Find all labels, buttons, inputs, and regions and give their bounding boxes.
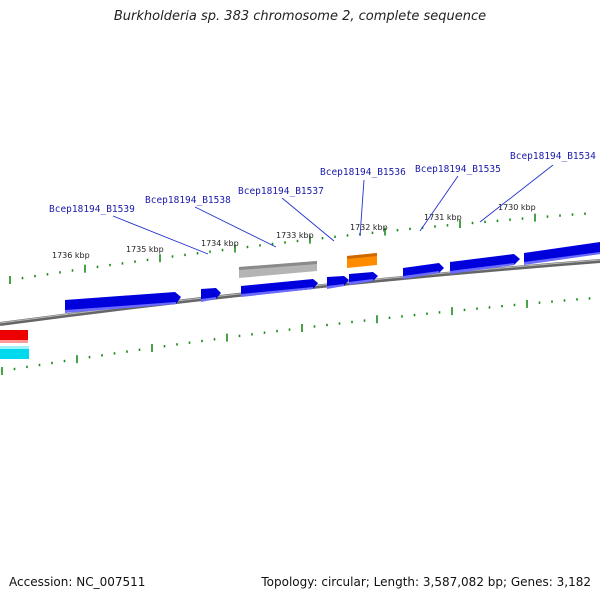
gene-label-b1538[interactable]: Bcep18194_B1538: [145, 195, 231, 206]
kbp-label: 1730 kbp: [498, 203, 536, 212]
kbp-label: 1734 kbp: [201, 239, 239, 248]
gene-callout-lines: [112, 164, 554, 255]
gene-label-b1534[interactable]: Bcep18194_B1534: [510, 151, 596, 162]
outer-tick-ring: [9, 212, 586, 284]
callout-line: [419, 175, 459, 232]
kbp-labels: 1736 kbp 1735 kbp 1734 kbp 1733 kbp 1732…: [52, 203, 536, 260]
gene-arrow[interactable]: [349, 272, 378, 285]
gene-features: [0, 242, 600, 359]
genome-summary: Topology: circular; Length: 3,587,082 bp…: [261, 575, 591, 589]
red-feature[interactable]: [0, 330, 28, 343]
callout-line: [281, 197, 335, 242]
gene-arrow[interactable]: [524, 242, 600, 265]
gene-arrow[interactable]: [65, 292, 181, 313]
accession-label: Accession: NC_007511: [9, 575, 146, 589]
gene-label-b1539[interactable]: Bcep18194_B1539: [49, 204, 135, 215]
kbp-label: 1736 kbp: [52, 251, 90, 260]
callout-line: [194, 206, 277, 248]
kbp-label: 1731 kbp: [424, 213, 462, 222]
gene-arrow[interactable]: [241, 279, 318, 297]
inner-tick-ring: [1, 297, 591, 375]
kbp-label: 1735 kbp: [126, 245, 164, 254]
pseudo-gene[interactable]: [239, 261, 317, 278]
callout-line: [479, 164, 554, 223]
cyan-feature[interactable]: [0, 346, 29, 359]
callout-line: [359, 179, 365, 237]
gene-label-b1537[interactable]: Bcep18194_B1537: [238, 186, 324, 197]
gene-labels: Bcep18194_B1539 Bcep18194_B1538 Bcep1819…: [49, 151, 596, 215]
callout-line: [112, 215, 209, 255]
gene-label-b1536[interactable]: Bcep18194_B1536: [320, 167, 406, 178]
gene-arrow[interactable]: [403, 263, 444, 279]
highlighted-gene[interactable]: [347, 253, 377, 268]
map-title: Burkholderia sp. 383 chromosome 2, compl…: [113, 9, 487, 24]
kbp-label: 1733 kbp: [276, 231, 314, 240]
gene-arrow[interactable]: [450, 254, 520, 274]
gene-arrow[interactable]: [327, 276, 349, 289]
kbp-label: 1732 kbp: [350, 223, 388, 232]
gene-arrow[interactable]: [201, 288, 221, 302]
gene-label-b1535[interactable]: Bcep18194_B1535: [415, 164, 501, 175]
